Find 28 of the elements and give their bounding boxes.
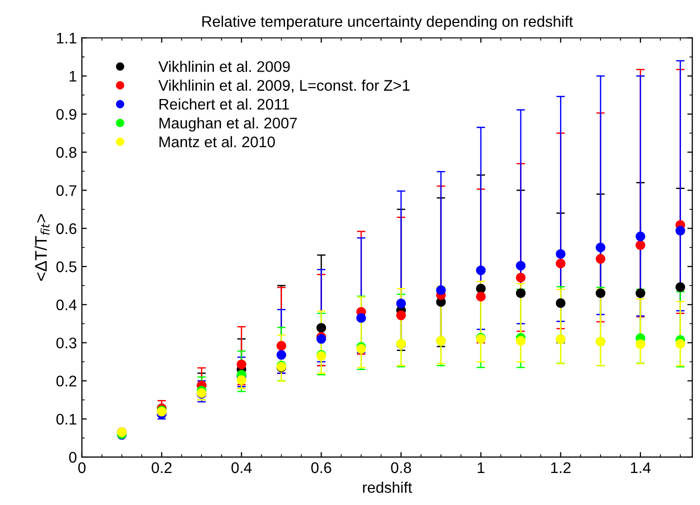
- y-tick-label: 0.3: [56, 338, 76, 348]
- legend-label: Reichert et al. 2011: [160, 98, 289, 110]
- x-tick-label: 0.4: [231, 462, 252, 474]
- x-tick-label: 0: [78, 462, 86, 474]
- x-tick-label: 0.2: [152, 462, 172, 474]
- y-tick-label: 0: [69, 452, 76, 463]
- legend-label: Vikhlinin et al. 2009: [158, 60, 290, 72]
- x-tick-label: 1: [478, 462, 484, 473]
- chart-title: Relative temperature uncertainty depending on redshift: [202, 16, 573, 30]
- y-tick-label: 0.8: [56, 147, 76, 158]
- x-tick-label: 0.6: [311, 462, 332, 474]
- y-tick-label: 0.6: [56, 223, 76, 234]
- x-tick-label: 1.4: [630, 462, 651, 473]
- y-tick-label: 0.1: [56, 414, 76, 425]
- y-tick-label: 1.1: [56, 32, 76, 44]
- y-tick-label: 1: [70, 71, 76, 82]
- y-tick-label: 0.7: [56, 185, 76, 196]
- legend-label: Vikhlinin et al. 2009, L=const. for Z>1: [158, 80, 410, 93]
- y-tick-label: 0.5: [56, 261, 76, 272]
- x-tick-label: 0.8: [391, 462, 412, 474]
- y-tick-label: 0.9: [56, 108, 76, 120]
- y-axis-title: <ΔT/T$_{fit}$>: [34, 214, 50, 281]
- y-tick-label: 0.4: [56, 299, 77, 310]
- y-tick-label: 0.2: [56, 376, 76, 386]
- x-tick-label: 1.2: [551, 462, 570, 473]
- legend-label: Mantz et al. 2010: [160, 136, 275, 148]
- legend-label: Maughan et al. 2007: [160, 117, 297, 132]
- x-axis-title: redshift: [363, 482, 412, 493]
